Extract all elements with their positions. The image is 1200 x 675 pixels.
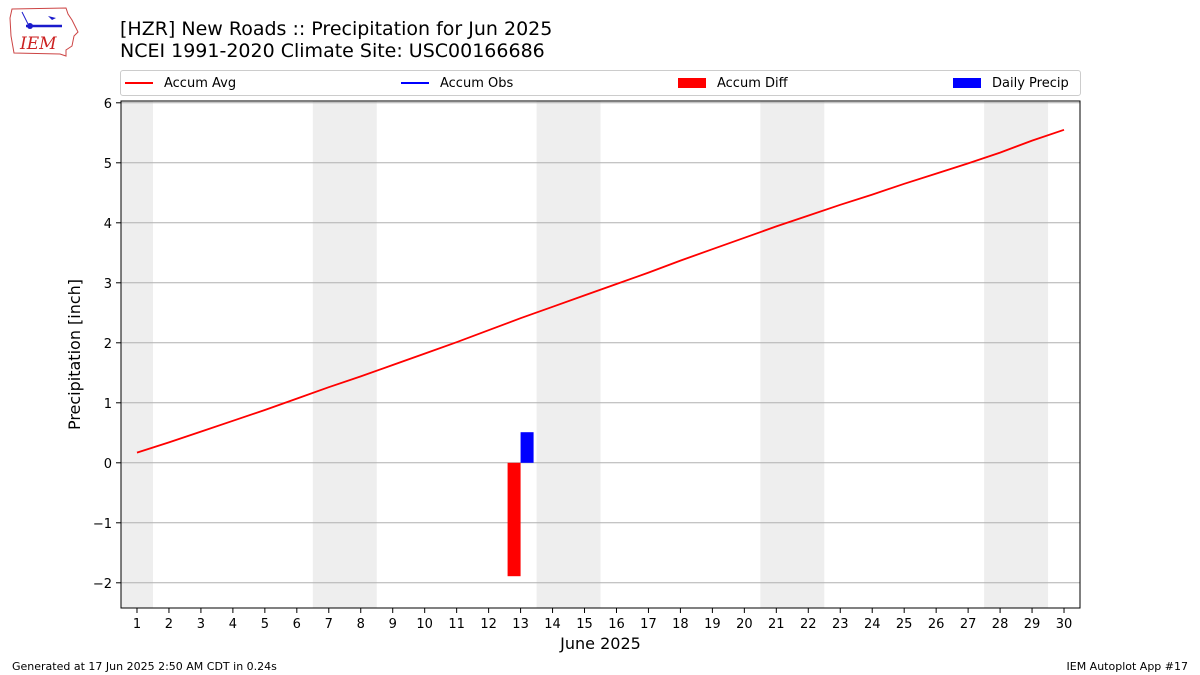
legend-swatch-daily-precip (953, 78, 981, 88)
plot-frame (120, 100, 1081, 609)
y-tick-label-4: 4 (104, 217, 112, 232)
legend-label-daily-precip: Daily Precip (992, 75, 1069, 91)
logo-dot (27, 23, 33, 29)
x-tick-label-26: 26 (928, 617, 945, 632)
app-label: IEM Autoplot App #17 (1066, 660, 1189, 673)
weekend-band-0 (121, 101, 153, 608)
legend-label-accum-diff: Accum Diff (717, 75, 788, 91)
y-tick-label--1: −1 (93, 517, 112, 532)
x-tick-label-2: 2 (165, 617, 173, 632)
generated-timestamp: Generated at 17 Jun 2025 2:50 AM CDT in … (12, 660, 277, 673)
y-tick-label-5: 5 (104, 157, 112, 172)
x-tick-label-20: 20 (736, 617, 753, 632)
weekend-band-1 (312, 101, 377, 608)
legend-item-accum-diff: Accum Diff (678, 71, 788, 95)
x-tick-label-1: 1 (133, 617, 141, 632)
logo-bird (48, 16, 56, 20)
y-tick-label-3: 3 (104, 277, 112, 292)
x-tick-label-22: 22 (800, 617, 817, 632)
chart-legend: Accum Avg Accum Obs Accum Diff Daily Pre… (120, 70, 1081, 96)
legend-label-accum-avg: Accum Avg (164, 75, 237, 91)
x-tick-label-4: 4 (229, 617, 237, 632)
x-tick-label-21: 21 (768, 617, 785, 632)
iowa-outline (9, 7, 79, 57)
legend-swatch-accum-obs (401, 82, 429, 84)
x-tick-label-23: 23 (832, 617, 849, 632)
x-tick-label-17: 17 (640, 617, 657, 632)
weekend-band-2 (536, 101, 601, 608)
logo-text: IEM (19, 34, 57, 54)
x-tick-label-10: 10 (416, 617, 433, 632)
x-tick-label-3: 3 (197, 617, 205, 632)
legend-item-accum-avg: Accum Avg (125, 71, 236, 95)
y-tick-label-0: 0 (104, 457, 112, 472)
legend-label-accum-obs: Accum Obs (440, 75, 514, 91)
legend-item-daily-precip: Daily Precip (953, 71, 1069, 95)
chart-title: [HZR] New Roads :: Precipitation for Jun… (120, 18, 553, 40)
weekend-band-4 (984, 101, 1049, 608)
precipitation-chart: 1 2 3 4 5 6 7 8 9 10 11 12 13 14 15 16 17 18 19 20 21 22 23 24 2… (65, 97, 1081, 653)
x-tick-label-16: 16 (608, 617, 625, 632)
y-tick-label-6: 6 (104, 97, 112, 112)
x-tick-label-15: 15 (576, 617, 593, 632)
daily-precip-bar-day-13 (520, 432, 534, 463)
x-tick-label-12: 12 (480, 617, 497, 632)
x-tick-label-13: 13 (512, 617, 529, 632)
x-tick-label-25: 25 (896, 617, 913, 632)
x-tick-label-29: 29 (1024, 617, 1041, 632)
x-tick-label-11: 11 (448, 617, 465, 632)
accum-avg-line (136, 128, 1065, 454)
x-tick-label-27: 27 (960, 617, 977, 632)
y-tick-label-2: 2 (104, 337, 112, 352)
iem-logo: IEM (9, 7, 79, 57)
y-axis-label: Precipitation [inch] (65, 279, 84, 430)
y-tick-label-1: 1 (104, 397, 112, 412)
weekend-band-3 (760, 101, 825, 608)
legend-item-accum-obs: Accum Obs (401, 71, 513, 95)
y-tick-label--2: −2 (93, 577, 112, 592)
x-tick-label-5: 5 (261, 617, 269, 632)
x-tick-label-6: 6 (293, 617, 301, 632)
x-tick-label-28: 28 (992, 617, 1009, 632)
x-tick-label-8: 8 (357, 617, 365, 632)
x-tick-label-18: 18 (672, 617, 689, 632)
x-tick-label-19: 19 (704, 617, 721, 632)
accum-diff-bar-day-13 (507, 462, 521, 577)
logo-pole (21, 11, 29, 25)
x-tick-label-14: 14 (544, 617, 561, 632)
x-tick-label-9: 9 (389, 617, 397, 632)
chart-subtitle: NCEI 1991-2020 Climate Site: USC00166686 (120, 40, 545, 62)
x-tick-label-7: 7 (325, 617, 333, 632)
legend-swatch-accum-avg (125, 82, 153, 84)
legend-swatch-accum-diff (678, 78, 706, 88)
x-tick-label-30: 30 (1056, 617, 1073, 632)
x-axis-label: June 2025 (559, 634, 641, 653)
x-tick-label-24: 24 (864, 617, 881, 632)
